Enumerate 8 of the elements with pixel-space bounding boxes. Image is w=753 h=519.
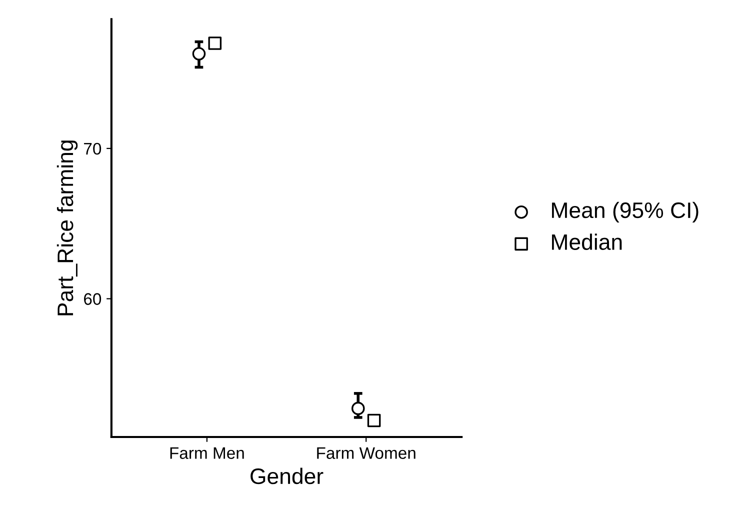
x-tick-label: Farm Men [170, 447, 244, 459]
x-tick-label: Farm Women [317, 447, 416, 459]
legend-label: Mean (95% CI) [552, 202, 698, 223]
y-tick-label: 70 [84, 142, 102, 155]
y-axis-title: Part_Rice farming [56, 140, 78, 316]
legend-label: Median [552, 234, 622, 250]
y-tick-label: 60 [84, 293, 102, 305]
x-axis-title: Gender [250, 468, 324, 484]
